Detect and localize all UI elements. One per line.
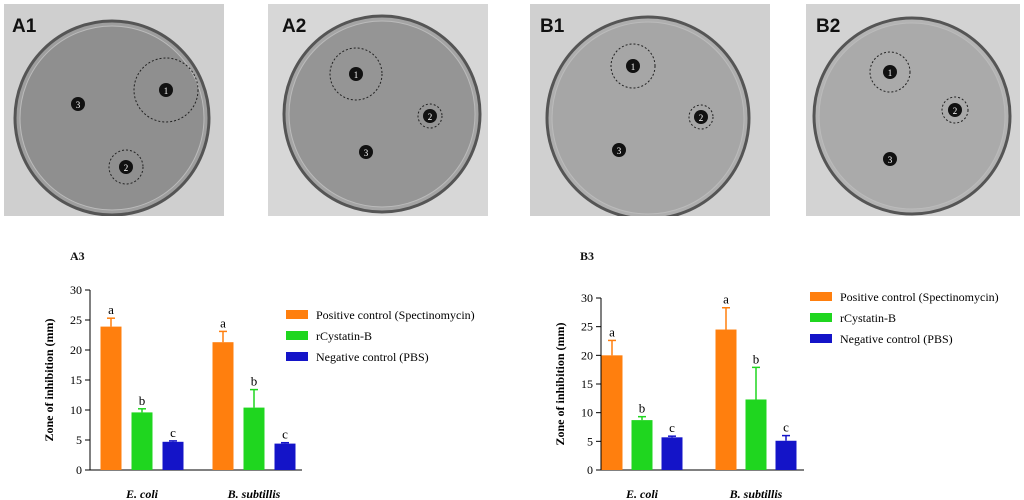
significance-letter: b	[139, 393, 146, 408]
significance-letter: a	[723, 292, 729, 307]
marker-2: 2	[948, 103, 962, 117]
y-tick-label: 5	[587, 434, 593, 448]
marker-3: 3	[359, 145, 373, 159]
legend-swatch	[286, 310, 308, 319]
y-axis-label: Zone of inhibition (mm)	[553, 322, 567, 445]
significance-letter: a	[609, 324, 615, 339]
marker-1: 1	[349, 67, 363, 81]
svg-text:1: 1	[354, 70, 359, 80]
x-category-label: E. coli	[625, 487, 659, 500]
petri-dish-b2: 1 2 3	[812, 16, 1012, 216]
svg-text:2: 2	[124, 163, 129, 173]
marker-3: 3	[612, 143, 626, 157]
legend-label: Negative control (PBS)	[316, 350, 429, 364]
bar	[243, 407, 265, 470]
legend-swatch	[286, 331, 308, 340]
y-tick-label: 30	[581, 291, 593, 305]
y-tick-label: 15	[581, 377, 593, 391]
bar	[775, 440, 797, 470]
marker-1: 1	[626, 59, 640, 73]
chart-panel-label-b3: B3	[580, 249, 595, 263]
legend-swatch	[810, 313, 832, 322]
plate-panel-b2: 1 2 3 B2	[806, 4, 1020, 216]
bar-chart-a3: 0 5 10 15 20 25 30 Zone of inhibition (mm) a a b b c…	[42, 283, 475, 500]
significance-letter: c	[669, 420, 675, 435]
marker-1: 1	[883, 65, 897, 79]
bar	[100, 326, 122, 470]
legend-label: Negative control (PBS)	[840, 332, 953, 346]
y-axis-label: Zone of inhibition (mm)	[42, 318, 56, 441]
svg-text:3: 3	[888, 155, 893, 165]
petri-dish-a1: 1 2 3	[13, 19, 211, 216]
svg-text:3: 3	[617, 146, 622, 156]
plate-panel-a2: 1 2 3 A2	[268, 4, 488, 216]
legend-swatch	[810, 334, 832, 343]
legend-label: rCystatin-B	[840, 311, 896, 325]
svg-text:1: 1	[164, 86, 169, 96]
plate-label: A2	[282, 16, 307, 37]
y-tick-label: 25	[70, 313, 82, 327]
x-category-label: E. coli	[125, 487, 159, 500]
y-tick-label: 20	[581, 348, 593, 362]
legend-label: Positive control (Spectinomycin)	[840, 290, 999, 304]
svg-text:2: 2	[699, 113, 704, 123]
bar	[715, 329, 737, 470]
plate-panel-a1: 1 2 3 A1	[4, 4, 224, 216]
significance-letter: b	[639, 401, 646, 416]
x-category-label: B. subtillis	[227, 487, 281, 500]
marker-1: 1	[159, 83, 173, 97]
plate-panel-b1: 1 2 3 B1	[530, 4, 770, 216]
bar	[162, 441, 184, 470]
legend-label: rCystatin-B	[316, 329, 372, 343]
legend-label: Positive control (Spectinomycin)	[316, 308, 475, 322]
plate-label: A1	[12, 16, 37, 37]
legend-swatch	[286, 352, 308, 361]
y-tick-label: 15	[70, 373, 82, 387]
svg-text:3: 3	[76, 100, 81, 110]
marker-2: 2	[694, 110, 708, 124]
x-category-label: B. subtillis	[729, 487, 783, 500]
bar	[631, 420, 653, 470]
petri-dish-a2: 1 2 3	[282, 14, 482, 214]
significance-letter: c	[170, 425, 176, 440]
bar	[661, 437, 683, 470]
svg-text:3: 3	[364, 148, 369, 158]
y-tick-label: 10	[70, 403, 82, 417]
bar	[131, 412, 153, 470]
marker-3: 3	[71, 97, 85, 111]
bar	[274, 443, 296, 470]
svg-text:2: 2	[953, 106, 958, 116]
significance-letter: a	[108, 302, 114, 317]
y-tick-label: 0	[587, 463, 593, 477]
y-tick-label: 30	[70, 283, 82, 297]
marker-2: 2	[119, 160, 133, 174]
y-tick-label: 20	[70, 343, 82, 357]
petri-dish-b1: 1 2 3	[545, 15, 751, 216]
significance-letter: b	[251, 374, 258, 389]
bar-chart-b3: 0 5 10 15 20 25 30 Zone of inhibition (mm) a a b b c…	[553, 290, 999, 500]
chart-panel-label-a3: A3	[70, 249, 85, 263]
bar	[212, 342, 234, 470]
marker-3: 3	[883, 152, 897, 166]
significance-letter: a	[220, 315, 226, 330]
svg-text:2: 2	[428, 112, 433, 122]
marker-2: 2	[423, 109, 437, 123]
bar	[745, 399, 767, 470]
legend-swatch	[810, 292, 832, 301]
plate-label: B2	[816, 16, 841, 37]
svg-text:1: 1	[888, 68, 893, 78]
y-tick-label: 5	[76, 433, 82, 447]
significance-letter: c	[783, 420, 789, 435]
svg-text:1: 1	[631, 62, 636, 72]
bar	[601, 355, 623, 470]
y-tick-label: 0	[76, 463, 82, 477]
significance-letter: b	[753, 351, 760, 366]
significance-letter: c	[282, 427, 288, 442]
plate-label: B1	[540, 16, 565, 37]
y-tick-label: 10	[581, 406, 593, 420]
y-tick-label: 25	[581, 320, 593, 334]
